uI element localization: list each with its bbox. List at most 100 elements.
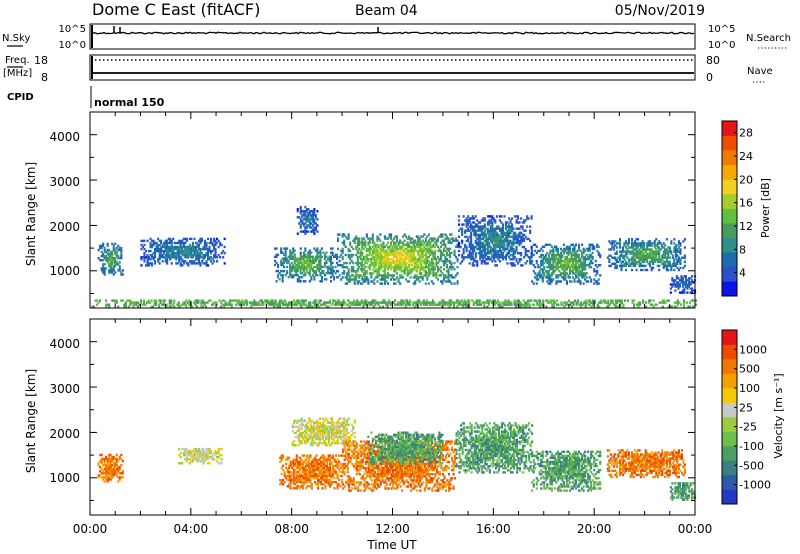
velocity-echo-cell [213,451,216,455]
power-echo-cell [629,262,632,265]
power-echo-cell [187,264,190,267]
power-echo-cell [537,266,540,269]
power-echo-cell [424,253,427,257]
power-echo-cell [485,254,488,257]
power-echo-cell [343,261,346,265]
power-echo-cell [508,243,511,247]
power-echo-cell [526,225,529,228]
power-echo-cell [514,241,517,245]
power-echo-cell [495,264,498,267]
power-echo-cell [302,259,305,263]
power-echo-cell [438,247,441,251]
power-echo-cell [567,276,570,279]
power-echo-cell [439,274,442,277]
power-echo-cell [333,278,336,281]
power-echo-cell [289,274,292,277]
power-echo-cell [686,285,689,288]
power-echo-cell [376,280,379,283]
power-echo-cell [596,282,599,285]
power-echo-cell [314,226,317,229]
power-echo-cell [356,282,359,285]
power-echo-cell [425,299,428,302]
power-echo-cell [409,255,412,259]
power-echo-cell [387,255,390,259]
velocity-echo-cell [112,466,115,469]
velocity-echo-cell [313,462,316,465]
power-echo-cell [579,272,582,275]
power-echo-cell [170,243,173,247]
velocity-echo-cell [100,457,103,461]
power-echo-cell [409,261,412,265]
power-echo-cell [313,208,316,211]
power-echo-cell [427,247,430,251]
power-echo-cell [210,249,213,253]
power-echo-cell [559,272,562,275]
power-echo-cell [562,243,565,246]
power-echo-cell [444,280,447,283]
power-echo-cell [420,241,423,244]
power-echo-cell [221,299,224,302]
power-echo-cell [238,303,241,306]
power-echo-cell [290,251,293,254]
velocity-echo-cell [219,462,222,465]
power-echo-cell [539,301,542,304]
velocity-echo-cell [191,456,194,459]
power-echo-cell [477,301,480,304]
power-echo-cell [447,237,450,240]
power-echo-cell [226,303,229,306]
power-echo-cell [530,252,533,255]
power-echo-cell [362,255,365,259]
power-echo-cell [415,257,418,261]
power-echo-cell [323,263,326,267]
power-echo-cell [292,274,295,277]
power-echo-cell [433,303,436,306]
power-echo-cell [361,261,364,265]
power-echo-cell [188,254,191,257]
power-echo-cell [489,252,492,255]
power-echo-cell [167,245,170,249]
power-echo-cell [528,303,531,306]
power-echo-cell [553,270,556,273]
velocity-echo-cell [289,485,292,488]
power-echo-cell [349,276,352,279]
power-echo-cell [117,248,120,252]
power-echo-cell [529,239,532,243]
power-echo-cell [615,242,618,245]
power-echo-cell [187,245,190,249]
power-echo-cell [665,264,668,268]
power-echo-cell [563,301,566,304]
power-echo-cell [310,261,313,265]
power-echo-cell [613,303,616,306]
power-echo-cell [581,251,584,255]
power-echo-cell [683,254,686,257]
velocity-echo-cell [100,472,103,475]
power-echo-cell [387,276,390,279]
power-echo-cell [550,257,553,261]
power-echo-cell [456,305,459,308]
power-echo-cell [127,299,130,302]
power-echo-cell [399,253,402,257]
power-echo-cell [618,254,621,257]
power-echo-cell [299,224,302,227]
power-echo-cell [463,301,466,304]
power-echo-cell [509,239,512,243]
power-echo-cell [399,264,402,267]
power-echo-cell [512,254,515,257]
power-echo-cell [347,280,350,283]
velocity-echo-cell [207,462,210,465]
power-echo-cell [293,259,296,263]
power-echo-cell [309,301,312,304]
power-echo-cell [355,237,358,240]
power-echo-cell [662,256,665,259]
power-echo-cell [213,239,216,243]
power-echo-cell [304,261,307,265]
power-echo-cell [453,253,456,257]
power-echo-cell [573,249,576,253]
power-echo-cell [426,257,429,261]
power-echo-cell [450,261,453,265]
power-echo-cell [609,248,612,251]
power-echo-cell [632,248,635,251]
power-echo-cell [431,299,434,302]
power-echo-cell [616,299,619,302]
power-echo-cell [379,259,382,263]
